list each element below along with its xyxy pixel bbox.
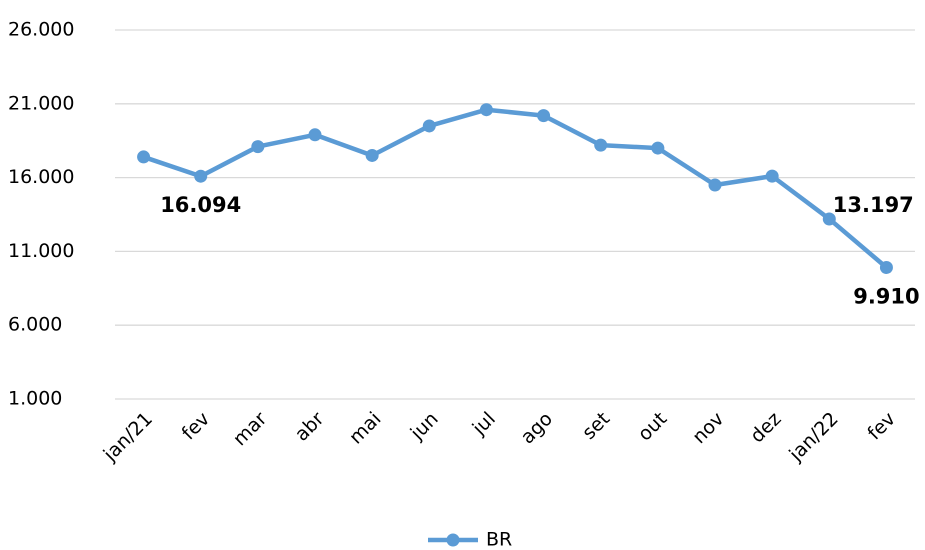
point xyxy=(308,128,322,142)
x-tick-label: jan/21 xyxy=(99,408,157,466)
point xyxy=(365,148,379,162)
y-tick-label: 1.000 xyxy=(8,388,62,410)
point xyxy=(822,212,836,226)
x-tick-label: jul xyxy=(468,408,500,440)
legend-label: BR xyxy=(486,529,512,550)
x-tick-label: abr xyxy=(291,408,329,446)
point xyxy=(708,178,722,192)
x-tick-label: ago xyxy=(516,408,557,449)
x-tick-label: nov xyxy=(688,408,728,448)
point xyxy=(251,140,265,154)
point xyxy=(537,109,551,123)
x-tick-label: mar xyxy=(229,408,272,451)
x-tick-label: out xyxy=(634,408,672,446)
x-tick-label: fev xyxy=(178,408,215,445)
x-tick-label: dez xyxy=(746,408,785,447)
point xyxy=(879,260,893,274)
point xyxy=(194,169,208,183)
point xyxy=(765,169,779,183)
point xyxy=(422,119,436,133)
series-line xyxy=(142,107,888,270)
point xyxy=(479,103,493,117)
y-tick-label: 16.000 xyxy=(8,166,74,188)
legend-marker xyxy=(446,533,460,547)
y-tick-label: 11.000 xyxy=(8,240,74,262)
y-tick-label: 6.000 xyxy=(8,314,62,336)
data-label: 9.910 xyxy=(853,284,919,308)
x-tick-label: set xyxy=(578,408,614,444)
x-tick-label: jun xyxy=(406,408,443,445)
y-tick-label: 21.000 xyxy=(8,92,74,114)
x-tick-label: jan/22 xyxy=(784,408,842,466)
point xyxy=(651,141,665,155)
point xyxy=(594,138,608,152)
x-tick-label: mai xyxy=(345,408,386,449)
data-label: 13.197 xyxy=(833,193,914,217)
x-tick-label: fev xyxy=(863,408,900,445)
point xyxy=(137,150,151,164)
y-tick-label: 26.000 xyxy=(8,19,74,41)
data-label: 16.094 xyxy=(160,193,241,217)
